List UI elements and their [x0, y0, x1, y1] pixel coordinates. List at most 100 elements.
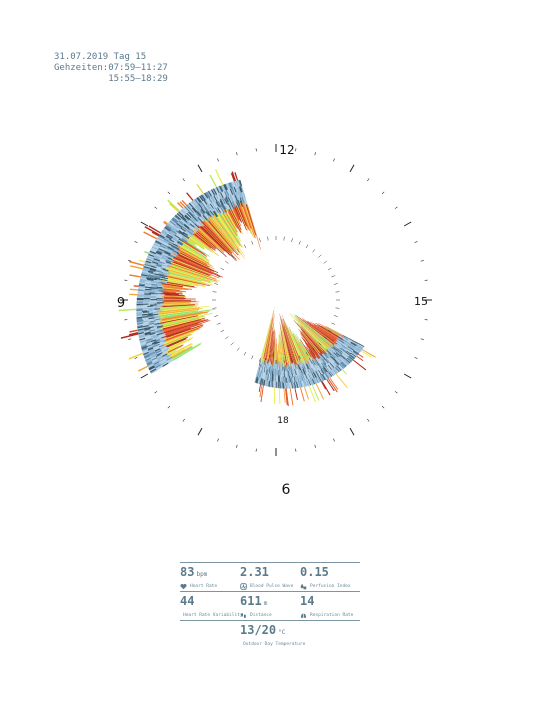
heat-cell	[155, 319, 162, 322]
heat-cell	[162, 263, 168, 266]
activity-bar	[294, 317, 328, 349]
heat-cell	[213, 203, 218, 210]
heat-cell	[171, 250, 178, 254]
heat-cell	[187, 230, 194, 235]
activity-bar	[243, 202, 256, 239]
activity-bar	[281, 326, 291, 367]
activity-bar	[199, 229, 223, 251]
heat-cell	[180, 227, 186, 232]
heat-cell	[268, 380, 270, 387]
heat-cell	[203, 199, 208, 205]
heat-cell	[340, 347, 346, 352]
heat-cell	[281, 368, 283, 376]
heat-cell	[150, 266, 158, 270]
heat-cell	[326, 353, 331, 359]
heat-cell	[234, 200, 238, 207]
heat-cell	[154, 242, 161, 247]
heat-cell	[260, 378, 263, 385]
heat-cell	[222, 203, 227, 210]
heat-cell	[154, 316, 161, 319]
activity-spike	[361, 349, 376, 358]
heat-cell	[136, 319, 144, 323]
heat-cell	[228, 195, 232, 202]
heat-cell	[323, 374, 328, 380]
heat-cell	[156, 316, 164, 320]
heat-cell	[153, 359, 160, 364]
heat-cell	[155, 265, 161, 269]
heat-cell	[339, 344, 346, 350]
heat-cell	[334, 350, 340, 356]
heat-cell	[347, 339, 354, 343]
heat-cell	[150, 300, 157, 302]
heat-cell	[159, 246, 167, 250]
activity-bar	[162, 300, 197, 303]
clock-tick	[333, 438, 335, 442]
heat-cell	[285, 370, 288, 377]
heat-cell	[358, 343, 365, 348]
heat-cell	[297, 381, 301, 388]
heat-cell	[214, 187, 220, 194]
activity-bar	[184, 236, 197, 246]
heat-cell	[342, 353, 348, 359]
activity-bar	[298, 318, 333, 348]
heat-cell	[265, 374, 268, 381]
activity-bar	[272, 341, 275, 366]
heat-cell	[331, 352, 338, 358]
heat-cell	[276, 369, 278, 376]
heat-cell	[259, 367, 262, 373]
activity-bar	[164, 288, 180, 291]
activity-bar	[159, 315, 198, 324]
heat-cell	[204, 215, 210, 222]
heat-cell	[347, 356, 353, 362]
activity-bar	[209, 217, 236, 250]
activity-spike	[118, 308, 137, 312]
heat-cell	[295, 370, 298, 377]
heat-cell	[153, 347, 160, 351]
activity-bar	[187, 235, 205, 249]
heat-cell	[263, 366, 266, 373]
heat-cell	[299, 370, 303, 376]
activity-bar	[162, 305, 210, 312]
heat-cell	[325, 348, 331, 354]
heat-cell	[316, 376, 321, 383]
heat-cell	[299, 360, 303, 367]
heat-cell	[282, 377, 284, 383]
heat-cell	[161, 347, 168, 352]
clock-label-9: 9	[117, 296, 125, 311]
heat-cell	[337, 336, 344, 341]
heat-cell	[270, 369, 272, 376]
heat-cell	[137, 330, 145, 334]
heat-cell	[293, 375, 297, 382]
heat-cell	[310, 379, 314, 385]
stat-value: 611	[240, 594, 262, 608]
heat-cell	[143, 318, 151, 322]
heat-cell	[190, 217, 196, 223]
inner-clock-tick	[312, 249, 316, 253]
activity-spike	[278, 388, 281, 405]
heat-cell	[169, 238, 175, 243]
heat-cell	[323, 362, 327, 368]
activity-spike	[129, 329, 138, 333]
inner-clock-tick	[230, 342, 234, 346]
activity-bar	[292, 332, 308, 362]
activity-bar	[218, 212, 241, 246]
heat-cell	[221, 206, 226, 214]
heat-cell	[161, 270, 168, 274]
heat-cell	[338, 335, 345, 340]
heat-cell	[341, 361, 347, 367]
heat-cell	[305, 368, 309, 375]
heat-cell	[144, 336, 152, 339]
heat-cell	[186, 221, 193, 228]
inner-clock-tick	[305, 244, 309, 249]
heat-cell	[348, 337, 354, 342]
heat-cell	[137, 329, 145, 333]
activity-bar	[277, 344, 280, 362]
heat-cell	[311, 359, 316, 366]
lungs-icon	[300, 613, 307, 618]
activity-bar	[167, 350, 177, 356]
activity-spike	[144, 251, 150, 254]
clock-tick	[182, 178, 185, 182]
heat-cell	[301, 375, 304, 382]
heat-cell	[148, 350, 155, 354]
heat-cell	[279, 361, 281, 369]
